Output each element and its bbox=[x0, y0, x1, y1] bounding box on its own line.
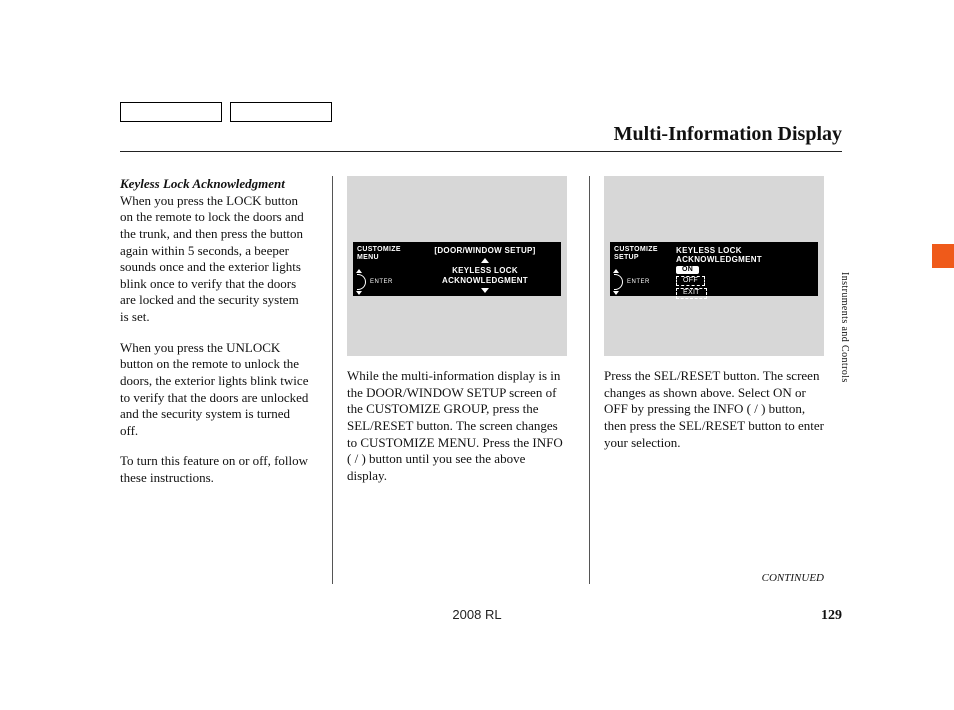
display2-enter-text: ENTER bbox=[627, 279, 650, 286]
display1-left: CUSTOMIZE MENU ENTER bbox=[353, 242, 409, 296]
display1-right-line3: ACKNOWLEDGMENT bbox=[415, 276, 555, 285]
dpad-icon bbox=[357, 274, 366, 290]
column-2: CUSTOMIZE MENU ENTER [DOOR/WINDOW SETUP]… bbox=[332, 176, 567, 584]
column-3: CUSTOMIZE SETUP ENTER KEYLESS LOCK ACKNO… bbox=[589, 176, 824, 584]
display-figure-2: CUSTOMIZE SETUP ENTER KEYLESS LOCK ACKNO… bbox=[604, 176, 824, 356]
display2-right-line2: ACKNOWLEDGMENT bbox=[676, 255, 812, 264]
footer-model: 2008 RL bbox=[0, 607, 954, 622]
display1-enter-icon: ENTER bbox=[357, 274, 393, 290]
display1-left-line1: CUSTOMIZE bbox=[357, 246, 405, 254]
header-placeholder-boxes bbox=[120, 102, 332, 122]
col1-subhead: Keyless Lock Acknowledgment bbox=[120, 176, 285, 191]
col1-p1-text: When you press the LOCK button on the re… bbox=[120, 193, 304, 324]
display2-right-line1: KEYLESS LOCK bbox=[676, 246, 812, 255]
header-box-1 bbox=[120, 102, 222, 122]
footer-page-number: 129 bbox=[821, 608, 842, 624]
option-on: ON bbox=[676, 266, 699, 274]
triangle-down-icon bbox=[481, 288, 489, 293]
section-side-label-text: Instruments and Controls bbox=[839, 272, 850, 383]
display1-right: [DOOR/WINDOW SETUP] KEYLESS LOCK ACKNOWL… bbox=[409, 242, 561, 296]
display1-right-line2: KEYLESS LOCK bbox=[415, 266, 555, 275]
display-figure-1: CUSTOMIZE MENU ENTER [DOOR/WINDOW SETUP]… bbox=[347, 176, 567, 356]
page-title: Multi-Information Display bbox=[614, 123, 842, 146]
header-box-2 bbox=[230, 102, 332, 122]
option-off: OFF bbox=[676, 276, 705, 286]
manual-page: Multi-Information Display Instruments an… bbox=[0, 0, 954, 710]
column-1: Keyless Lock Acknowledgment When you pre… bbox=[120, 176, 310, 584]
continued-label: CONTINUED bbox=[762, 572, 824, 584]
display2-left-line1: CUSTOMIZE bbox=[614, 246, 662, 254]
col2-caption: While the multi-information display is i… bbox=[347, 368, 567, 484]
col1-para-2: When you press the UNLOCK button on the … bbox=[120, 340, 310, 440]
display2-left: CUSTOMIZE SETUP ENTER bbox=[610, 242, 666, 296]
display1-right-line1: [DOOR/WINDOW SETUP] bbox=[415, 246, 555, 255]
content-columns: Keyless Lock Acknowledgment When you pre… bbox=[120, 176, 824, 584]
display1-enter-text: ENTER bbox=[370, 279, 393, 286]
col1-para-1: Keyless Lock Acknowledgment When you pre… bbox=[120, 176, 310, 326]
option-exit: EXIT bbox=[676, 288, 707, 298]
col3-caption: Press the SEL/RESET button. The screen c… bbox=[604, 368, 824, 451]
section-side-label: Instruments and Controls bbox=[840, 272, 852, 402]
display-screen-1: CUSTOMIZE MENU ENTER [DOOR/WINDOW SETUP]… bbox=[353, 242, 561, 296]
display2-enter-icon: ENTER bbox=[614, 274, 650, 290]
display-screen-2: CUSTOMIZE SETUP ENTER KEYLESS LOCK ACKNO… bbox=[610, 242, 818, 296]
display2-right: KEYLESS LOCK ACKNOWLEDGMENT ON OFF EXIT bbox=[666, 242, 818, 296]
section-tab bbox=[932, 244, 954, 268]
dpad-icon bbox=[614, 274, 623, 290]
display2-left-line2: SETUP bbox=[614, 254, 662, 262]
triangle-up-icon bbox=[481, 258, 489, 263]
display1-left-line2: MENU bbox=[357, 254, 405, 262]
col1-para-3: To turn this feature on or off, follow t… bbox=[120, 453, 310, 486]
title-rule bbox=[120, 151, 842, 152]
